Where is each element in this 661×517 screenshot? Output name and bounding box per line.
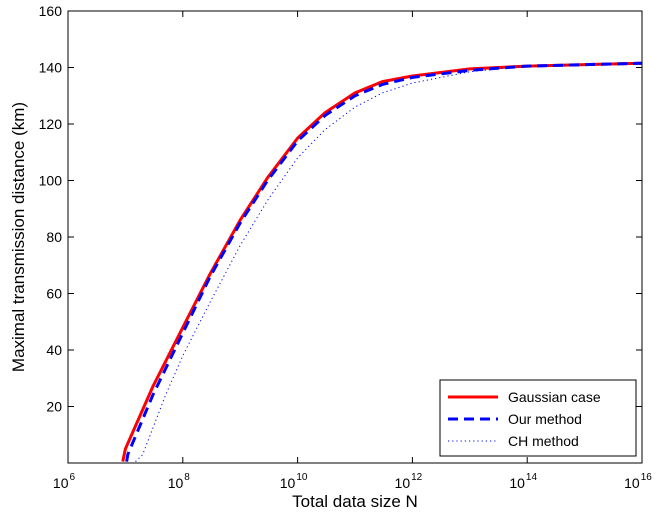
y-tick-label-6: 120 (39, 116, 63, 132)
legend-label-2: Our method (508, 411, 582, 427)
legend: Gaussian case Our method CH method (439, 379, 637, 457)
x-tick-label-5: 1014 (509, 472, 537, 491)
y-tick-label-3: 60 (46, 286, 62, 302)
x-tick-label-1: 106 (53, 472, 76, 491)
tick-labels-layer: 106 108 1010 1012 1014 1016204060801001201401… (39, 3, 653, 491)
x-tick-exponent-2: 8 (184, 472, 190, 483)
series-line-2 (125, 61, 643, 462)
legend-label-3: CH method (508, 433, 579, 449)
x-tick-exponent-5: 14 (526, 472, 538, 483)
series-layer (121, 61, 643, 462)
y-axis-label: Maximal transmission distance (km) (9, 102, 28, 372)
x-tick-label-6: 1016 (624, 472, 652, 491)
legend-items: Gaussian case Our method CH method (448, 389, 601, 449)
x-tick-exponent-6: 16 (641, 472, 653, 483)
y-tick-label-7: 140 (39, 60, 63, 76)
x-tick-label-2: 108 (168, 472, 191, 491)
ticks-layer (67, 10, 643, 463)
x-tick-label-4: 1012 (395, 472, 423, 491)
x-axis-label: Total data size N (292, 492, 418, 511)
x-tick-exponent-3: 10 (296, 472, 308, 483)
x-tick-label-3: 1010 (280, 472, 308, 491)
y-tick-label-4: 80 (46, 229, 62, 245)
y-tick-label-8: 160 (39, 3, 63, 19)
x-tick-exponent-4: 12 (411, 472, 423, 483)
y-tick-label-2: 40 (46, 342, 62, 358)
legend-label-1: Gaussian case (508, 389, 601, 405)
y-tick-label-5: 100 (39, 173, 63, 189)
series-line-3 (135, 62, 643, 462)
x-tick-exponent-1: 6 (70, 472, 76, 483)
y-tick-label-1: 20 (46, 399, 62, 415)
